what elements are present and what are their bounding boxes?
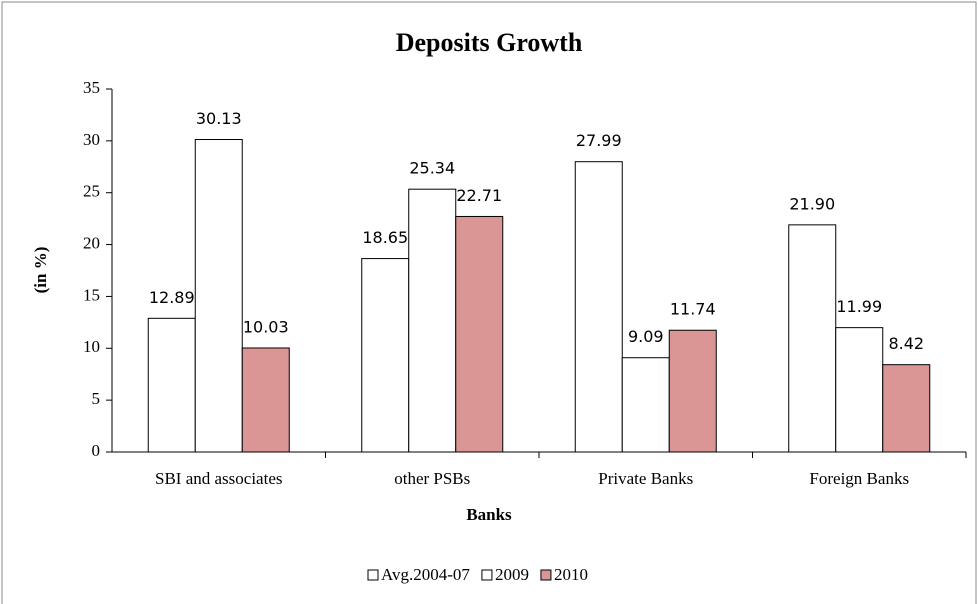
data-label: 18.65	[362, 228, 408, 247]
y-tick-label: 0	[92, 441, 101, 460]
data-label: 27.99	[576, 131, 622, 150]
bar	[194, 139, 243, 453]
y-tick-label: 20	[83, 233, 100, 252]
bar	[835, 327, 884, 453]
legend-label: Avg.2004-07	[381, 565, 470, 584]
x-tick-label: Foreign Banks	[809, 469, 909, 488]
data-label: 10.03	[243, 317, 289, 336]
bar	[361, 258, 410, 453]
data-label: 8.42	[888, 334, 924, 353]
bar	[668, 329, 717, 453]
x-tick-label: SBI and associates	[155, 469, 282, 488]
legend-swatch	[481, 569, 493, 581]
y-axis-label: (in %)	[31, 247, 50, 294]
legend-label: 2010	[554, 565, 588, 584]
y-tick-label: 15	[83, 285, 100, 304]
legend-label: 2009	[495, 565, 529, 584]
bar	[455, 215, 504, 453]
data-label: 9.09	[628, 327, 664, 346]
bar	[621, 357, 670, 453]
data-label: 21.90	[789, 194, 835, 213]
bar	[147, 317, 196, 453]
data-label: 12.89	[149, 288, 195, 307]
data-label: 11.99	[836, 297, 882, 316]
x-axis-label: Banks	[466, 505, 512, 524]
x-tick-label: Private Banks	[598, 469, 693, 488]
legend-swatch	[540, 569, 552, 581]
bar	[882, 364, 931, 453]
data-label: 30.13	[196, 109, 242, 128]
data-label: 25.34	[409, 159, 455, 178]
y-tick-label: 35	[83, 78, 100, 97]
x-tick-label: other PSBs	[394, 469, 470, 488]
legend-swatch	[367, 569, 379, 581]
y-tick-label: 25	[83, 182, 100, 201]
y-tick-label: 30	[83, 130, 100, 149]
data-label: 11.74	[670, 300, 716, 319]
chart-title: Deposits Growth	[396, 28, 583, 57]
y-tick-label: 10	[83, 337, 100, 356]
bar	[241, 347, 290, 453]
data-label: 22.71	[456, 186, 502, 205]
bar	[574, 161, 623, 453]
y-tick-label: 5	[92, 389, 101, 408]
bar	[788, 224, 837, 453]
bar	[408, 188, 457, 453]
